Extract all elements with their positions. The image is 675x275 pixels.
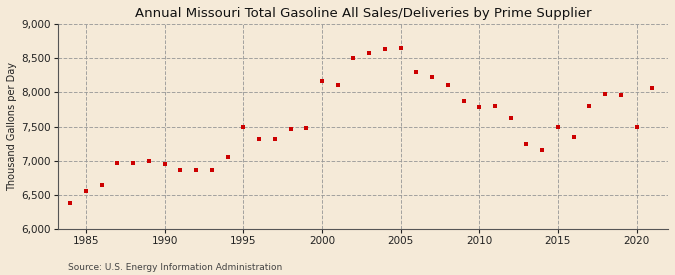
Text: Source: U.S. Energy Information Administration: Source: U.S. Energy Information Administ… <box>68 263 281 272</box>
Title: Annual Missouri Total Gasoline All Sales/Deliveries by Prime Supplier: Annual Missouri Total Gasoline All Sales… <box>134 7 591 20</box>
Y-axis label: Thousand Gallons per Day: Thousand Gallons per Day <box>7 62 17 191</box>
